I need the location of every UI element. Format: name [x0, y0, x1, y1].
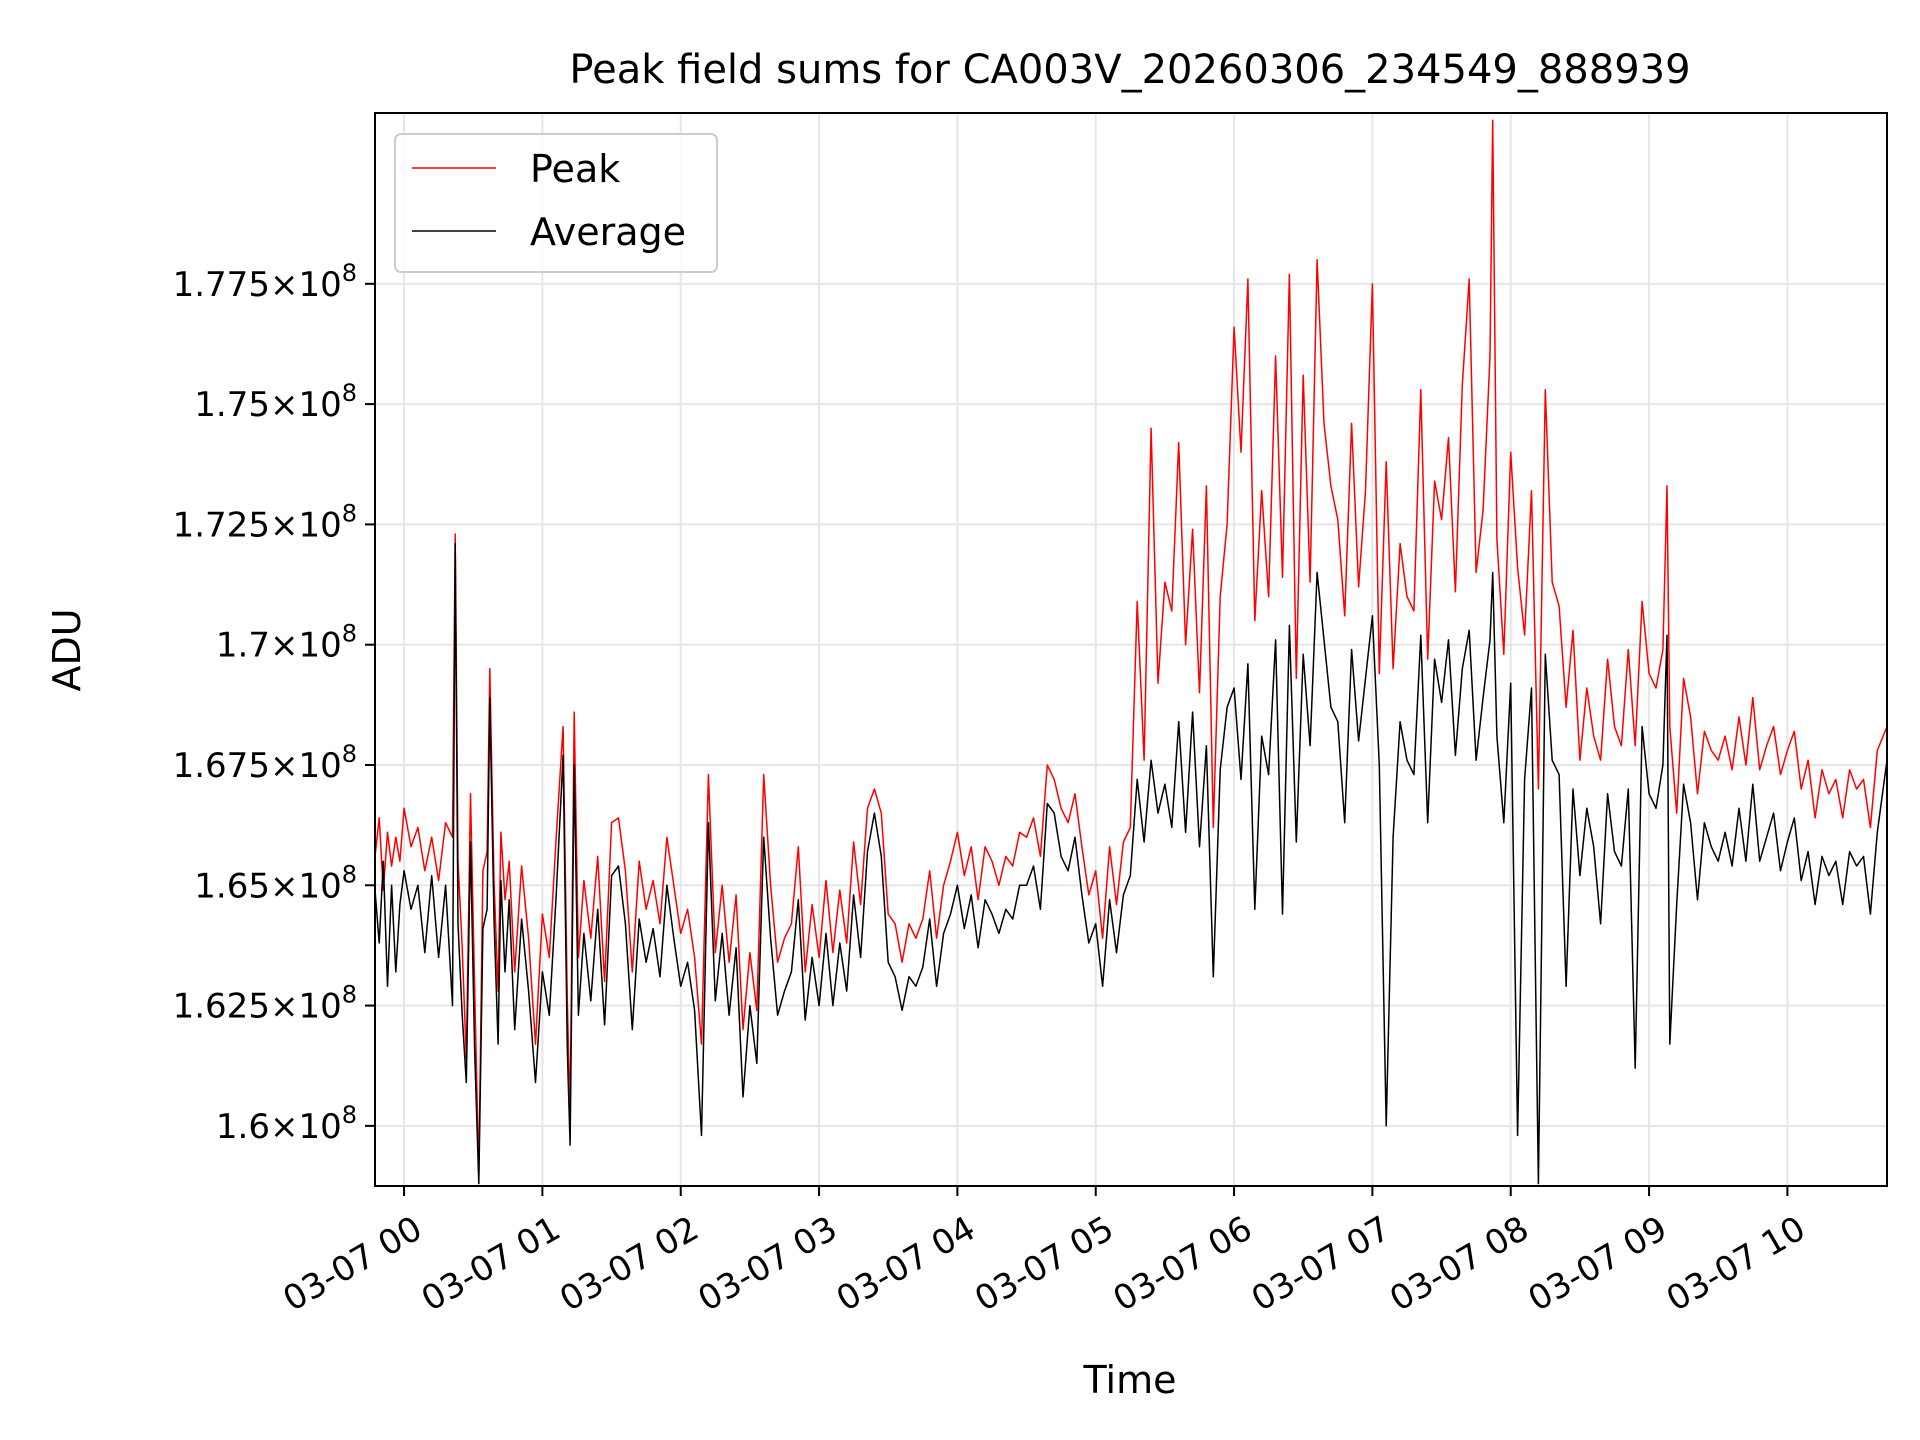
y-tick-times-ten: ×10 [270, 1107, 342, 1147]
y-tick-exponent: 8 [342, 620, 357, 648]
y-tick-exponent: 8 [342, 379, 357, 407]
y-tick-exponent: 8 [342, 981, 357, 1009]
y-tick-label: 1.65×108 [194, 860, 357, 906]
x-tick-label: 03-07 09 [1522, 1209, 1674, 1320]
y-axis-label: ADU [45, 608, 89, 691]
y-tick-times-ten: ×10 [270, 505, 342, 545]
chart-title: Peak field sums for CA003V_20260306_2345… [569, 47, 1690, 93]
series-layer [374, 119, 1888, 1185]
y-tick-exponent: 8 [342, 740, 357, 768]
y-tick-mantissa: 1.6 [216, 1107, 270, 1147]
y-tick-exponent: 8 [342, 1101, 357, 1129]
series-line-peak [374, 119, 1888, 1175]
x-tick-label: 03-07 05 [968, 1209, 1120, 1320]
y-axis: 1.6×1081.625×1081.65×1081.675×1081.7×108… [173, 259, 375, 1147]
y-tick-label: 1.675×108 [173, 740, 357, 786]
y-tick-mantissa: 1.625 [173, 987, 270, 1027]
x-tick-label: 03-07 06 [1107, 1209, 1259, 1320]
plot-frame [374, 112, 1888, 1187]
y-tick-mantissa: 1.675 [173, 746, 270, 786]
y-tick-exponent: 8 [342, 259, 357, 287]
y-tick-label: 1.7×108 [216, 620, 357, 666]
y-tick-mantissa: 1.65 [194, 866, 270, 906]
y-tick-times-ten: ×10 [270, 866, 342, 906]
x-tick-label: 03-07 03 [692, 1209, 844, 1320]
y-tick-label: 1.75×108 [194, 379, 357, 425]
x-tick-label: 03-07 10 [1660, 1209, 1812, 1320]
x-tick-label: 03-07 04 [830, 1209, 982, 1320]
y-tick-times-ten: ×10 [270, 265, 342, 305]
y-tick-mantissa: 1.725 [173, 505, 270, 545]
y-tick-mantissa: 1.7 [216, 626, 270, 666]
y-tick-times-ten: ×10 [270, 626, 342, 666]
y-tick-label: 1.625×108 [173, 981, 357, 1027]
legend: Peak Average [394, 133, 718, 273]
y-tick-times-ten: ×10 [270, 746, 342, 786]
x-tick-label: 03-07 07 [1245, 1209, 1397, 1320]
y-tick-exponent: 8 [342, 860, 357, 888]
x-tick-label: 03-07 02 [553, 1209, 705, 1320]
y-tick-times-ten: ×10 [270, 987, 342, 1027]
legend-label-peak: Peak [530, 147, 620, 191]
y-tick-label: 1.775×108 [173, 259, 357, 305]
x-tick-label: 03-07 08 [1383, 1209, 1535, 1320]
y-tick-times-ten: ×10 [270, 385, 342, 425]
y-tick-mantissa: 1.75 [194, 385, 270, 425]
series-line-average [374, 542, 1888, 1185]
y-tick-label: 1.725×108 [173, 499, 357, 545]
grid-layer [375, 113, 1887, 1186]
y-tick-mantissa: 1.775 [173, 265, 270, 305]
x-axis-label: Time [1083, 1358, 1177, 1402]
x-tick-label: 03-07 00 [277, 1209, 429, 1320]
y-tick-label: 1.6×108 [216, 1101, 357, 1147]
x-tick-label: 03-07 01 [415, 1209, 567, 1320]
y-tick-exponent: 8 [342, 499, 357, 527]
legend-label-average: Average [530, 210, 686, 254]
